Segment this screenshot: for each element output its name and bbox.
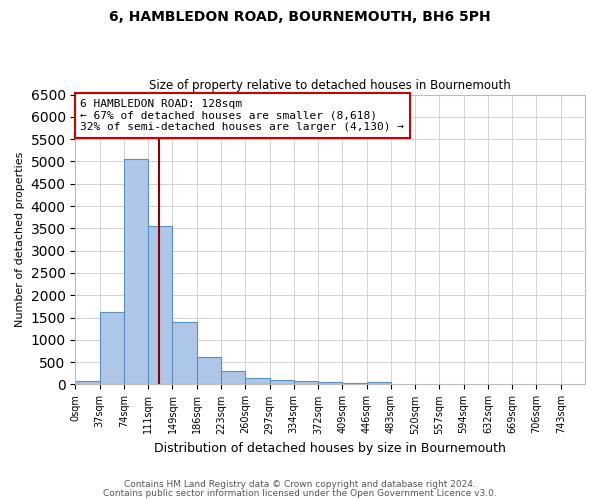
Bar (245, 378, 269, 384)
Title: Size of property relative to detached houses in Bournemouth: Size of property relative to detached ho… (149, 79, 511, 92)
Bar (343, 382, 367, 384)
Bar (318, 382, 343, 384)
Bar (221, 371, 245, 384)
Bar (269, 380, 294, 384)
Y-axis label: Number of detached properties: Number of detached properties (15, 152, 25, 327)
Bar (100, 312, 124, 384)
Text: 6 HAMBLEDON ROAD: 128sqm
← 67% of detached houses are smaller (8,618)
32% of sem: 6 HAMBLEDON ROAD: 128sqm ← 67% of detach… (80, 99, 404, 132)
Bar (172, 322, 197, 384)
Bar (294, 380, 318, 384)
Bar (197, 357, 221, 384)
Text: 6, HAMBLEDON ROAD, BOURNEMOUTH, BH6 5PH: 6, HAMBLEDON ROAD, BOURNEMOUTH, BH6 5PH (109, 10, 491, 24)
X-axis label: Distribution of detached houses by size in Bournemouth: Distribution of detached houses by size … (154, 442, 506, 455)
Text: Contains public sector information licensed under the Open Government Licence v3: Contains public sector information licen… (103, 488, 497, 498)
Bar (367, 382, 391, 384)
Text: Contains HM Land Registry data © Crown copyright and database right 2024.: Contains HM Land Registry data © Crown c… (124, 480, 476, 489)
Bar (124, 159, 148, 384)
Bar (148, 226, 172, 384)
Bar (76, 381, 100, 384)
